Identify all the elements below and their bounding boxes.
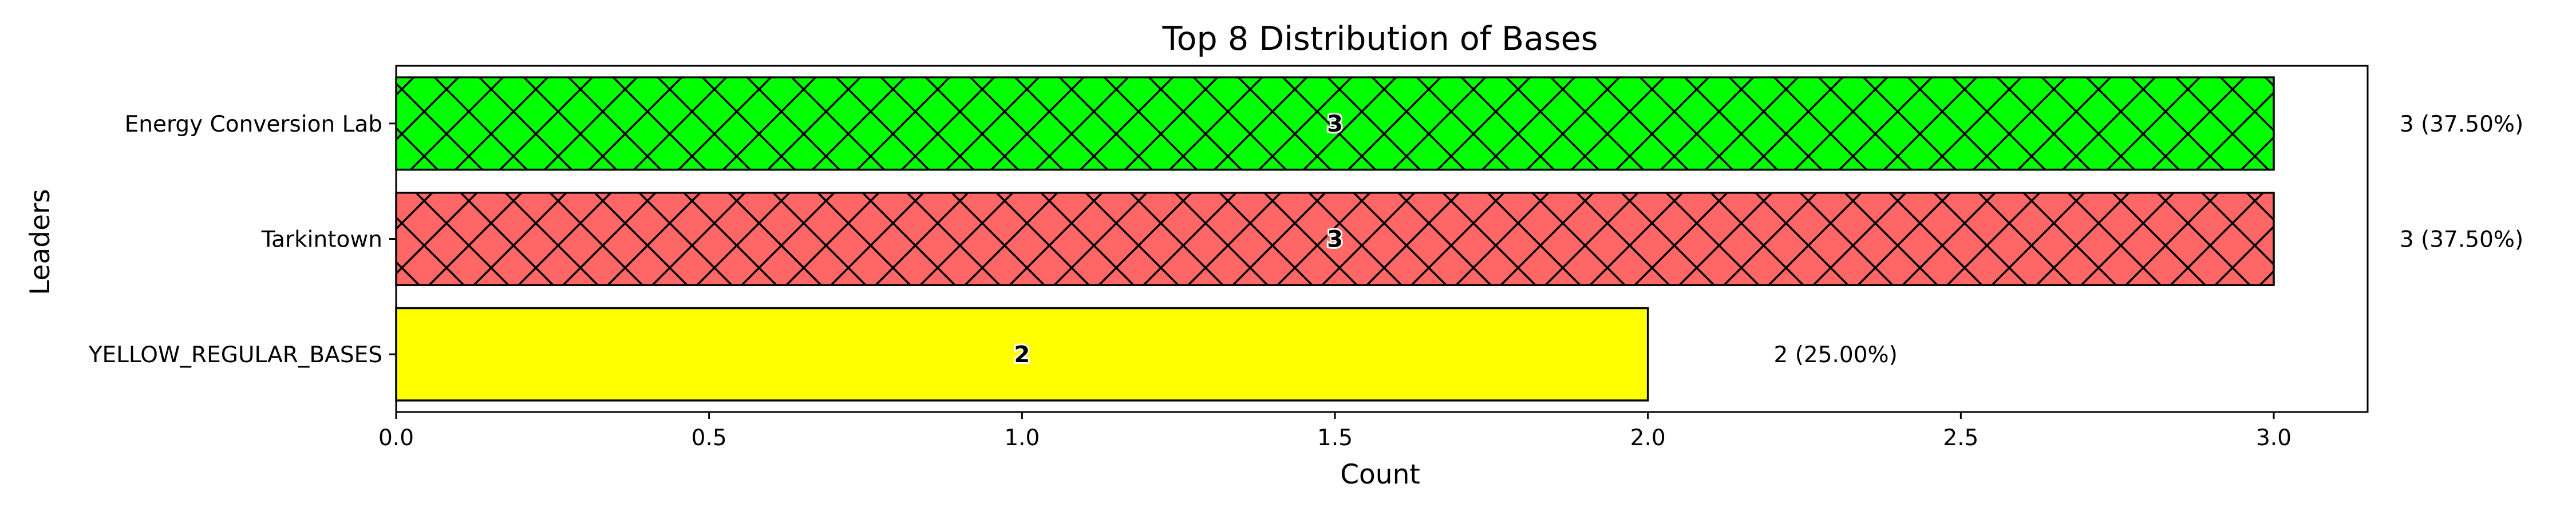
bar-value-label: 3 — [1327, 111, 1343, 137]
x-tick-label: 2.5 — [1943, 425, 1978, 451]
bar-hatch — [396, 77, 2274, 170]
bar-value-label: 3 — [1327, 227, 1343, 253]
bars-layer: 3 3 (37.50%) 3 3 (37.50%) 2 2 (25.00%) — [395, 76, 2523, 402]
x-tick-label: 1.5 — [1317, 425, 1353, 451]
x-tick-label: 2.0 — [1630, 425, 1666, 451]
bar-annotation: 3 (37.50%) — [2400, 112, 2523, 137]
chart-title: Top 8 Distribution of Bases — [1162, 20, 1598, 58]
y-tick-label: Energy Conversion Lab — [125, 112, 382, 137]
x-tick-label: 1.0 — [1004, 425, 1040, 451]
y-ticks-layer: Energy Conversion Lab Tarkintown YELLOW_RE… — [88, 112, 396, 368]
x-tick-label: 3.0 — [2256, 425, 2291, 451]
x-tick-label: 0.0 — [378, 425, 414, 451]
y-axis-label: Leaders — [25, 189, 56, 295]
plot-frame — [395, 65, 2369, 413]
y-tick-label: YELLOW_REGULAR_BASES — [88, 342, 382, 368]
x-ticks-layer: 0.0 0.5 1.0 1.5 2.0 2.5 3.0 — [378, 412, 2291, 451]
bar-annotation: 2 (25.00%) — [1773, 342, 1897, 368]
bar-annotation: 3 (37.50%) — [2400, 227, 2523, 253]
bar-hatch — [396, 192, 2274, 286]
bar-value-label: 2 — [1014, 342, 1030, 368]
x-axis-label: Count — [1340, 459, 1420, 490]
y-tick-label: Tarkintown — [261, 227, 382, 253]
x-tick-label: 0.5 — [692, 425, 727, 451]
bar — [395, 307, 1649, 402]
